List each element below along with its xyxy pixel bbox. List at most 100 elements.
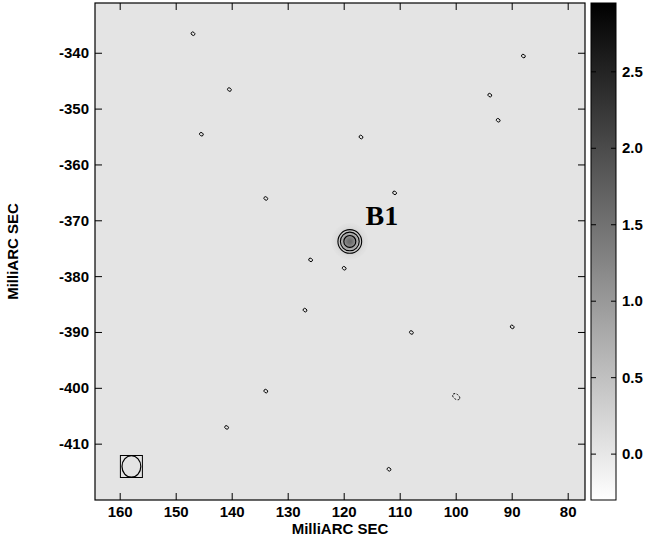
x-tick xyxy=(120,493,121,500)
y-tick xyxy=(578,220,585,221)
colorbar xyxy=(591,3,616,500)
colorbar-tick xyxy=(591,71,596,72)
contour-feature xyxy=(199,132,204,137)
x-tick-label: 80 xyxy=(560,503,577,520)
y-tick xyxy=(95,276,102,277)
y-tick xyxy=(578,388,585,389)
contour-feature xyxy=(496,118,501,123)
colorbar-tick xyxy=(591,148,596,149)
y-tick xyxy=(578,332,585,333)
y-tick xyxy=(578,276,585,277)
x-tick xyxy=(344,3,345,10)
contour-feature xyxy=(451,392,460,401)
colorbar-tick xyxy=(611,454,616,455)
y-tick-label: -350 xyxy=(59,100,89,117)
x-tick xyxy=(344,493,345,500)
y-tick-label: -380 xyxy=(59,268,89,285)
x-tick xyxy=(512,493,513,500)
contour-feature xyxy=(224,425,229,430)
y-tick xyxy=(578,53,585,54)
contour-feature xyxy=(386,467,391,472)
x-tick xyxy=(456,493,457,500)
colorbar-tick xyxy=(591,377,596,378)
contour-feature xyxy=(342,266,347,271)
colorbar-tick-label: 1.0 xyxy=(622,292,643,309)
plot-area xyxy=(190,31,526,471)
colorbar-tick xyxy=(591,301,596,302)
y-tick xyxy=(95,164,102,165)
colorbar-tick xyxy=(611,71,616,72)
colorbar-tick-label: 0.5 xyxy=(622,369,643,386)
colorbar-tick-label: 2.0 xyxy=(622,139,643,156)
x-tick-label: 100 xyxy=(444,503,469,520)
contour-feature xyxy=(487,93,492,98)
colorbar-tick-label: 0.0 xyxy=(622,445,643,462)
x-tick xyxy=(288,3,289,10)
y-tick-label: -370 xyxy=(59,212,89,229)
y-tick xyxy=(578,109,585,110)
contour-feature xyxy=(302,308,307,313)
y-tick-label: -400 xyxy=(59,379,89,396)
x-tick xyxy=(512,3,513,10)
contour-feature xyxy=(510,324,515,329)
contour-feature xyxy=(409,330,414,335)
contour-feature xyxy=(190,31,195,36)
x-tick xyxy=(232,3,233,10)
contour-feature xyxy=(521,54,526,59)
x-tick xyxy=(400,493,401,500)
y-tick xyxy=(95,332,102,333)
y-tick-label: -390 xyxy=(59,323,89,340)
y-tick-label: -410 xyxy=(59,435,89,452)
contour-feature xyxy=(263,389,268,394)
x-tick-label: 90 xyxy=(504,503,521,520)
y-tick xyxy=(95,109,102,110)
x-tick-label: 120 xyxy=(332,503,357,520)
colorbar-tick-label: 1.5 xyxy=(622,216,643,233)
x-tick-label: 140 xyxy=(220,503,245,520)
colorbar-tick-label: 2.5 xyxy=(622,63,643,80)
contour xyxy=(344,235,356,247)
y-tick xyxy=(578,164,585,165)
x-tick xyxy=(568,493,569,500)
contour-feature xyxy=(263,196,268,201)
colorbar-tick xyxy=(591,454,596,455)
x-tick xyxy=(176,3,177,10)
x-tick xyxy=(456,3,457,10)
contour-feature xyxy=(358,135,363,140)
chart: B11601501401301201101009080-340-350-360-… xyxy=(0,0,657,539)
frame xyxy=(95,3,585,500)
source xyxy=(331,223,368,260)
x-tick xyxy=(568,3,569,10)
y-axis-title: MilliARC SEC xyxy=(4,203,21,300)
y-tick-label: -360 xyxy=(59,156,89,173)
x-axis-title: MilliARC SEC xyxy=(292,520,389,537)
x-tick xyxy=(176,493,177,500)
contour-feature xyxy=(227,87,232,92)
contour xyxy=(338,230,362,254)
beam xyxy=(122,456,141,477)
x-tick-label: 130 xyxy=(276,503,301,520)
colorbar-tick xyxy=(611,148,616,149)
contour xyxy=(340,232,359,251)
x-tick xyxy=(288,493,289,500)
beam-box xyxy=(120,455,142,477)
colorbar-tick xyxy=(611,301,616,302)
x-tick xyxy=(120,3,121,10)
colorbar-tick xyxy=(611,377,616,378)
x-tick-label: 150 xyxy=(164,503,189,520)
y-tick xyxy=(95,444,102,445)
contour-feature xyxy=(308,257,313,262)
x-tick-label: 110 xyxy=(388,503,412,520)
colorbar-tick xyxy=(591,224,596,225)
x-tick xyxy=(400,3,401,10)
contour-feature xyxy=(392,190,397,195)
image-background xyxy=(95,3,585,500)
y-tick xyxy=(95,53,102,54)
y-tick xyxy=(578,444,585,445)
source-label: B1 xyxy=(365,200,398,231)
y-tick xyxy=(95,220,102,221)
y-tick xyxy=(95,388,102,389)
colorbar-tick xyxy=(611,224,616,225)
y-tick-label: -340 xyxy=(59,44,89,61)
x-tick xyxy=(232,493,233,500)
